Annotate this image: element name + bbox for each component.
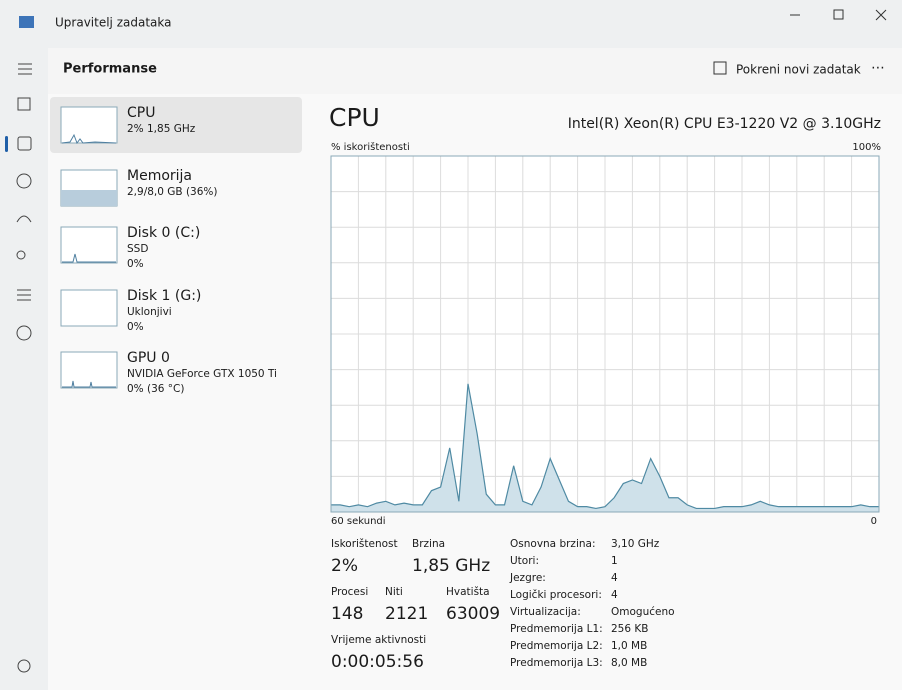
stat-label: Hvatišta — [446, 586, 490, 598]
item-detail: 0% — [127, 258, 144, 270]
spec-label: Predmemorija L2: — [510, 640, 603, 652]
spec-value: 3,10 GHz — [611, 538, 660, 550]
nav-performance[interactable] — [17, 136, 32, 151]
spec-label: Utori: — [510, 555, 539, 567]
cpu-area — [331, 383, 879, 512]
nav-settings[interactable] — [17, 659, 31, 673]
spec-label: Jezgre: — [509, 572, 546, 584]
x-tick-label: 0 — [871, 516, 877, 527]
nav-users[interactable] — [16, 250, 26, 260]
graph-border — [330, 155, 880, 513]
spec-label: Osnovna brzina: — [510, 538, 596, 550]
thumbnail — [60, 289, 118, 327]
spec-value: 4 — [611, 589, 618, 601]
spec-value: 256 KB — [611, 623, 648, 635]
cpu-model: Intel(R) Xeon(R) CPU E3-1220 V2 @ 3.10GH… — [568, 116, 881, 132]
info-section: Iskorištenost 2% Brzina 1,85 GHz Procesi 148 N… — [331, 538, 675, 672]
stat-label: Brzina — [412, 538, 445, 550]
stat-label: Niti — [385, 586, 403, 598]
stat-value: 0:00:05:56 — [331, 652, 424, 672]
stat-value: 148 — [331, 604, 363, 624]
item-detail: 2,9/8,0 GB (36%) — [127, 186, 217, 198]
thumbnail-fill — [61, 190, 117, 206]
spec-label: Logički procesori: — [510, 589, 602, 601]
stat-value: 63009 — [446, 604, 500, 624]
item-name[interactable]: Disk 0 (C:) — [127, 225, 200, 241]
stat-value: 2121 — [385, 604, 428, 624]
spec-label: Predmemorija L1: — [510, 623, 603, 635]
y-axis-label: % iskorištenosti — [331, 141, 410, 153]
sidebar: CPU 2% 1,85 GHz Memorija 2,9/8,0 GB (36%) Di… — [60, 105, 277, 395]
cpu-line — [331, 383, 879, 510]
item-name[interactable]: CPU — [127, 105, 155, 121]
nav-selected-indicator — [5, 136, 8, 152]
y-tick-label: 100% — [852, 142, 881, 153]
spec-value: Omogućeno — [611, 606, 675, 618]
header-title: Performanse — [63, 62, 157, 77]
panel-title: CPU — [329, 103, 380, 132]
stat-value: 1,85 GHz — [412, 556, 490, 576]
nav-history[interactable] — [16, 173, 32, 189]
stat-label: Vrijeme aktivnosti — [331, 634, 426, 646]
thumbnail — [60, 106, 118, 144]
thumbnail — [60, 351, 118, 389]
spec-value: 8,0 MB — [611, 657, 647, 669]
stat-value: 2% — [331, 556, 358, 576]
stat-label: Procesi — [331, 586, 368, 598]
spec-value: 1,0 MB — [611, 640, 647, 652]
item-detail: 0% — [127, 321, 144, 333]
nav-details[interactable] — [17, 289, 31, 301]
thumbnail-line — [62, 380, 116, 388]
item-detail: NVIDIA GeForce GTX 1050 Ti — [127, 368, 277, 380]
nav-startup[interactable] — [16, 215, 32, 223]
x-tick-label: 60 sekundi — [331, 516, 386, 527]
header-bar — [48, 48, 902, 94]
menu-button[interactable] — [18, 63, 32, 75]
new-task-icon — [713, 61, 727, 75]
item-detail: 0% (36 °C) — [127, 383, 184, 395]
nav-services[interactable] — [16, 325, 32, 341]
spec-value: 4 — [611, 572, 618, 584]
item-detail: Uklonjivi — [127, 306, 172, 318]
spec-label: Predmemorija L3: — [510, 657, 603, 669]
spec-value: 1 — [611, 555, 618, 567]
new-task-button[interactable]: Pokreni novi zadatak — [736, 63, 861, 77]
stat-label: Iskorištenost — [331, 538, 398, 550]
thumbnail-line — [62, 253, 116, 263]
item-name[interactable]: Disk 1 (G:) — [127, 288, 201, 304]
maximize-button[interactable] — [833, 9, 844, 20]
item-name[interactable]: GPU 0 — [127, 350, 170, 366]
thumbnail-line — [61, 133, 117, 145]
thumbnail — [60, 226, 118, 264]
more-button[interactable]: ⋯ — [871, 60, 885, 76]
cpu-graph: 100% 60 sekundi 0 — [330, 142, 881, 527]
item-name[interactable]: Memorija — [127, 168, 192, 184]
app-icon — [19, 16, 34, 28]
nav-processes[interactable] — [17, 97, 31, 111]
close-button[interactable] — [875, 9, 887, 21]
item-detail: 2% 1,85 GHz — [127, 123, 196, 135]
item-detail: SSD — [127, 243, 148, 255]
spec-label: Virtualizacija: — [510, 606, 581, 618]
window-title: Upravitelj zadataka — [55, 16, 171, 30]
